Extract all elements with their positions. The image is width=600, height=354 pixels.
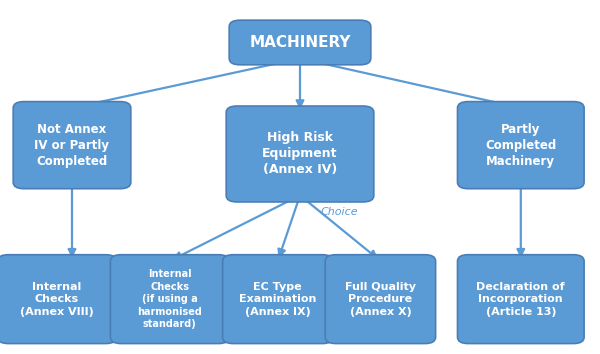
Text: Choice: Choice	[320, 207, 358, 217]
FancyBboxPatch shape	[458, 255, 584, 343]
FancyBboxPatch shape	[110, 255, 229, 343]
Text: Internal
Checks
(if using a
harmonised
standard): Internal Checks (if using a harmonised s…	[137, 269, 202, 329]
FancyBboxPatch shape	[229, 20, 371, 65]
FancyBboxPatch shape	[226, 106, 374, 202]
Text: Not Annex
IV or Partly
Completed: Not Annex IV or Partly Completed	[35, 122, 110, 168]
FancyBboxPatch shape	[0, 255, 116, 343]
Text: Full Quality
Procedure
(Annex X): Full Quality Procedure (Annex X)	[345, 282, 416, 316]
Text: EC Type
Examination
(Annex IX): EC Type Examination (Annex IX)	[239, 282, 316, 316]
FancyBboxPatch shape	[223, 255, 333, 343]
Text: Declaration of
Incorporation
(Article 13): Declaration of Incorporation (Article 13…	[476, 282, 565, 316]
Text: MACHINERY: MACHINERY	[249, 35, 351, 50]
FancyBboxPatch shape	[13, 102, 131, 189]
Text: Partly
Completed
Machinery: Partly Completed Machinery	[485, 122, 556, 168]
Text: High Risk
Equipment
(Annex IV): High Risk Equipment (Annex IV)	[262, 131, 338, 177]
FancyBboxPatch shape	[458, 102, 584, 189]
Text: Internal
Checks
(Annex VIII): Internal Checks (Annex VIII)	[20, 282, 94, 316]
FancyBboxPatch shape	[325, 255, 436, 343]
